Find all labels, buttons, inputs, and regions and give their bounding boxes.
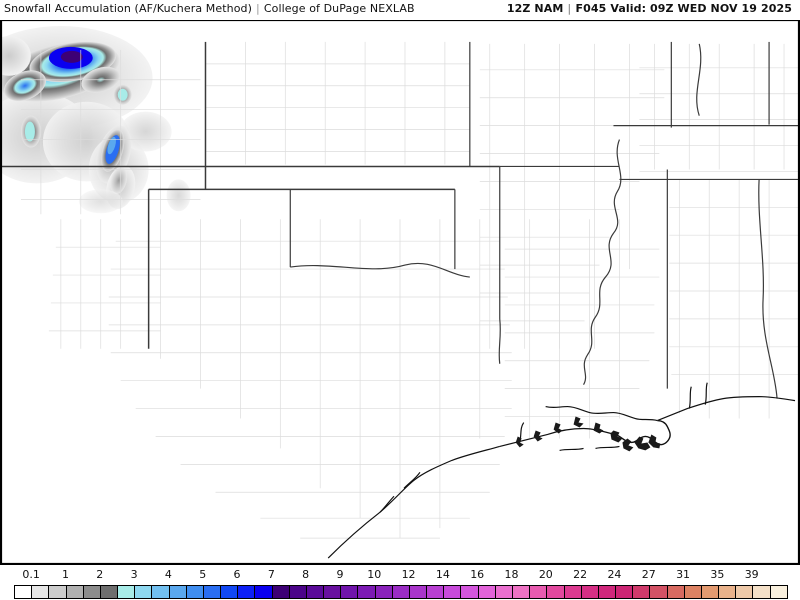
colorbar-segment [701, 586, 720, 598]
colorbar-tick-label: 20 [538, 568, 553, 581]
colorbar-segment [324, 586, 342, 598]
colorbar-tick-label: 3 [130, 568, 138, 581]
header-separator-2: | [567, 2, 572, 15]
colorbar-segment [15, 586, 33, 598]
colorbar-segment [169, 586, 187, 598]
header-separator: | [256, 2, 260, 15]
coastline-layer [327, 382, 796, 559]
colorbar-segment [100, 586, 119, 598]
state-boundaries-layer [1, 41, 799, 399]
colorbar-tick-label: 1 [61, 568, 69, 581]
colorbar-segment [221, 586, 239, 598]
colorbar-tick-label: 16 [470, 568, 485, 581]
colorbar-tick-label: 35 [710, 568, 725, 581]
colorbar-tick-label: 12 [401, 568, 416, 581]
colorbar-tick-label: 6 [233, 568, 241, 581]
colorbar-tick-label: 18 [504, 568, 519, 581]
colorbar-segment [255, 586, 273, 598]
colorbar-segment [581, 586, 599, 598]
colorbar-segment [66, 586, 84, 598]
colorbar-segment [495, 586, 513, 598]
colorbar-tick-label: 22 [573, 568, 588, 581]
colorbar-segment [427, 586, 445, 598]
colorbar-segment [272, 586, 290, 598]
colorbar-segment [186, 586, 204, 598]
map-border [1, 20, 799, 564]
colorbar-segment [203, 586, 222, 598]
colorbar-tick-label: 27 [641, 568, 656, 581]
colorbar-segment [135, 586, 153, 598]
colorbar-tick-label: 5 [199, 568, 207, 581]
snowfall-field-layer [1, 25, 191, 214]
valid-time-label: F045 Valid: 09Z WED NOV 19 2025 [575, 2, 792, 15]
colorbar-segment [409, 586, 428, 598]
map-graphic [1, 20, 799, 564]
header-bar: Snowfall Accumulation (AF/Kuchera Method… [0, 0, 800, 20]
colorbar-segment [770, 586, 787, 598]
map-canvas[interactable] [0, 19, 800, 565]
colorbar-tick-labels: 0.1 1 2 3 4 5 6 7 8 9 10 12 14 16 18 20 22 24 27 31 35 39 [0, 566, 800, 582]
colorbar-segment [392, 586, 410, 598]
colorbar-segment [650, 586, 668, 598]
colorbar-segment [616, 586, 634, 598]
colorbar-segment [719, 586, 737, 598]
colorbar-segment [512, 586, 531, 598]
colorbar-segment [238, 586, 256, 598]
colorbar-tick-label: 4 [164, 568, 172, 581]
colorbar-segment [49, 586, 67, 598]
colorbar-segment [633, 586, 651, 598]
colorbar-strip [14, 585, 788, 599]
colorbar-segment [83, 586, 101, 598]
colorbar-segment [444, 586, 462, 598]
colorbar-segment [530, 586, 548, 598]
colorbar-segment [667, 586, 685, 598]
colorbar-tick-label: 8 [302, 568, 310, 581]
colorbar-segment [118, 586, 136, 598]
colorbar-segment [461, 586, 479, 598]
colorbar-segment [753, 586, 771, 598]
colorbar-segment [341, 586, 359, 598]
colorbar: 0.1 1 2 3 4 5 6 7 8 9 10 12 14 16 18 20 22 24 27 31 35 39 [0, 566, 800, 600]
product-title: Snowfall Accumulation (AF/Kuchera Method… [4, 2, 253, 15]
colorbar-tick-label: 7 [267, 568, 275, 581]
colorbar-segment [152, 586, 170, 598]
model-run-label: 12Z NAM [506, 2, 564, 15]
delta-marsh-detail [515, 416, 661, 452]
colorbar-segment [289, 586, 307, 598]
colorbar-tick-label: 14 [435, 568, 450, 581]
source-label: College of DuPage NEXLAB [263, 2, 415, 15]
colorbar-segment [736, 586, 754, 598]
colorbar-segment [32, 586, 50, 598]
colorbar-tick-label: 31 [676, 568, 691, 581]
colorbar-tick-label: 10 [367, 568, 382, 581]
colorbar-segment [375, 586, 393, 598]
colorbar-segment [547, 586, 565, 598]
colorbar-segment [684, 586, 702, 598]
colorbar-tick-label: 39 [744, 568, 759, 581]
header-right-group: 12Z NAM | F045 Valid: 09Z WED NOV 19 2025 [507, 2, 792, 15]
colorbar-tick-label: 2 [96, 568, 104, 581]
colorbar-segment [478, 586, 496, 598]
colorbar-segment [564, 586, 582, 598]
colorbar-tick-label: 24 [607, 568, 622, 581]
colorbar-segment [358, 586, 376, 598]
colorbar-tick-label: 9 [336, 568, 344, 581]
colorbar-segment [598, 586, 617, 598]
colorbar-tick-label: 0.1 [22, 568, 40, 581]
header-left-group: Snowfall Accumulation (AF/Kuchera Method… [4, 2, 415, 15]
colorbar-segment [306, 586, 325, 598]
